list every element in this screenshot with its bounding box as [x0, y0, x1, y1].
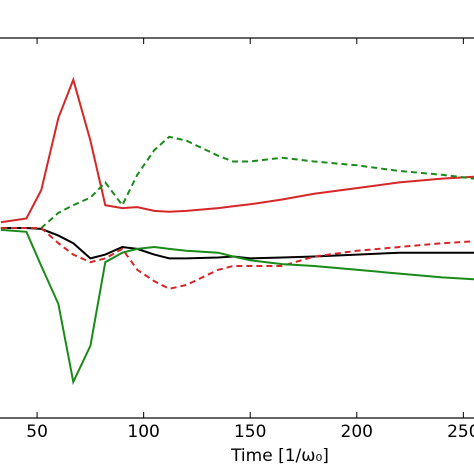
series-line [0, 227, 474, 260]
x-tick-label: 150 [234, 422, 266, 442]
series-line [0, 76, 474, 224]
x-tick-label: 200 [341, 422, 373, 442]
x-tick-label: 50 [26, 422, 48, 442]
plot-frame [0, 37, 474, 419]
series-line [0, 228, 474, 386]
x-tick-label: 100 [127, 422, 159, 442]
x-axis-label: Time [1/ω₀] [230, 446, 329, 466]
x-tick-label: 250 [447, 422, 474, 442]
series-line [0, 135, 474, 229]
